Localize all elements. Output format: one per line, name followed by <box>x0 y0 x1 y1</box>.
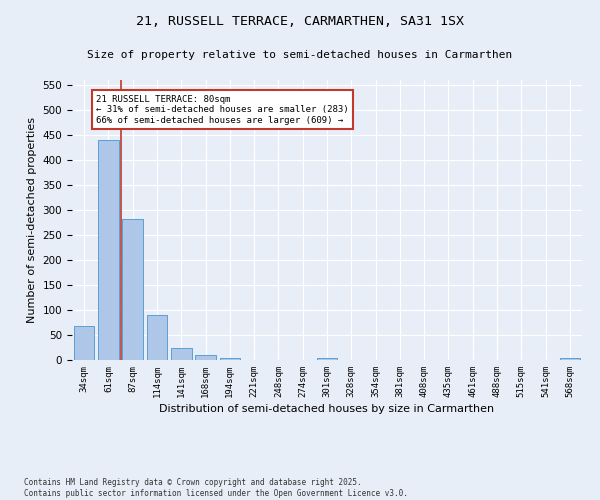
Text: Size of property relative to semi-detached houses in Carmarthen: Size of property relative to semi-detach… <box>88 50 512 60</box>
Bar <box>560 358 580 360</box>
X-axis label: Distribution of semi-detached houses by size in Carmarthen: Distribution of semi-detached houses by … <box>160 404 494 414</box>
Y-axis label: Number of semi-detached properties: Number of semi-detached properties <box>27 117 37 323</box>
Text: 21 RUSSELL TERRACE: 80sqm
← 31% of semi-detached houses are smaller (283)
66% of: 21 RUSSELL TERRACE: 80sqm ← 31% of semi-… <box>96 95 349 125</box>
Bar <box>195 354 216 360</box>
Bar <box>171 348 191 360</box>
Bar <box>317 358 337 360</box>
Bar <box>122 218 143 360</box>
Text: 21, RUSSELL TERRACE, CARMARTHEN, SA31 1SX: 21, RUSSELL TERRACE, CARMARTHEN, SA31 1S… <box>136 15 464 28</box>
Bar <box>98 140 119 360</box>
Text: Contains HM Land Registry data © Crown copyright and database right 2025.
Contai: Contains HM Land Registry data © Crown c… <box>24 478 408 498</box>
Bar <box>146 314 167 360</box>
Bar <box>220 358 240 360</box>
Bar <box>74 326 94 360</box>
